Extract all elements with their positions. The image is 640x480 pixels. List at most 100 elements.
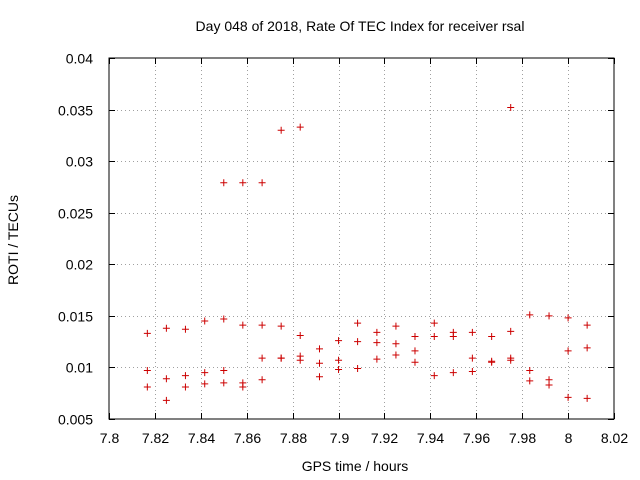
x-tick-label: 7.98 bbox=[509, 430, 536, 446]
x-tick-label: 7.88 bbox=[280, 430, 307, 446]
ticks bbox=[109, 58, 615, 420]
y-axis-label: ROTI / TECUs bbox=[5, 195, 21, 285]
x-tick-label: 7.9 bbox=[330, 430, 350, 446]
data-point bbox=[449, 332, 457, 340]
data-point bbox=[392, 340, 400, 348]
data-point bbox=[162, 396, 170, 404]
data-point bbox=[373, 355, 381, 363]
data-point bbox=[526, 311, 534, 319]
data-point bbox=[430, 319, 438, 327]
x-tick-label: 8.02 bbox=[601, 430, 628, 446]
x-tick-label: 7.84 bbox=[188, 430, 215, 446]
data-point bbox=[258, 179, 266, 187]
data-point bbox=[430, 332, 438, 340]
data-point bbox=[335, 337, 343, 345]
data-point bbox=[296, 331, 304, 339]
data-point bbox=[315, 373, 323, 381]
data-point bbox=[526, 377, 534, 385]
data-point bbox=[468, 368, 476, 376]
data-point bbox=[468, 328, 476, 336]
x-tick-label: 7.8 bbox=[100, 430, 120, 446]
data-point bbox=[277, 126, 285, 134]
data-point bbox=[507, 356, 515, 364]
y-tick-label: 0.02 bbox=[66, 257, 93, 273]
data-point bbox=[143, 367, 151, 375]
data-point bbox=[488, 332, 496, 340]
data-point bbox=[239, 179, 247, 187]
plot-frame bbox=[108, 57, 615, 420]
data-point bbox=[277, 354, 285, 362]
data-point bbox=[430, 372, 438, 380]
x-tick-label: 7.94 bbox=[417, 430, 444, 446]
data-points bbox=[143, 104, 591, 404]
y-tick-label: 0.025 bbox=[58, 206, 93, 222]
data-point bbox=[143, 329, 151, 337]
y-tick-label: 0.015 bbox=[58, 309, 93, 325]
x-tick-label: 7.82 bbox=[142, 430, 169, 446]
data-point bbox=[143, 383, 151, 391]
data-point bbox=[411, 332, 419, 340]
data-point bbox=[392, 351, 400, 359]
data-point bbox=[220, 179, 228, 187]
data-point bbox=[162, 324, 170, 332]
y-tick-label: 0.005 bbox=[58, 412, 93, 428]
data-point bbox=[583, 394, 591, 402]
data-point bbox=[220, 379, 228, 387]
data-point bbox=[564, 314, 572, 322]
y-tick-label: 0.01 bbox=[66, 360, 93, 376]
data-point bbox=[488, 358, 496, 366]
data-point bbox=[411, 358, 419, 366]
y-tick-label: 0.035 bbox=[58, 103, 93, 119]
data-point bbox=[449, 369, 457, 377]
data-point bbox=[277, 322, 285, 330]
data-point bbox=[507, 104, 515, 112]
data-point bbox=[564, 347, 572, 355]
data-point bbox=[220, 315, 228, 323]
data-point bbox=[201, 380, 209, 388]
x-axis-label: GPS time / hours bbox=[302, 458, 409, 474]
data-point bbox=[545, 381, 553, 389]
data-point bbox=[468, 354, 476, 362]
x-tick-label: 8 bbox=[565, 430, 573, 446]
data-point bbox=[583, 321, 591, 329]
x-tick-label: 7.86 bbox=[234, 430, 261, 446]
data-point bbox=[181, 372, 189, 380]
data-point bbox=[239, 321, 247, 329]
data-point bbox=[220, 367, 228, 375]
data-point bbox=[296, 123, 304, 131]
data-point bbox=[354, 338, 362, 346]
data-point bbox=[526, 367, 534, 375]
data-point bbox=[411, 347, 419, 355]
data-point bbox=[315, 359, 323, 367]
y-tick-labels: 0.005 0.01 0.015 0.02 0.025 0.03 0.035 0.04 bbox=[58, 51, 93, 428]
data-point bbox=[373, 339, 381, 347]
chart-title: Day 048 of 2018, Rate Of TEC Index for r… bbox=[196, 18, 525, 34]
data-point bbox=[335, 365, 343, 373]
grid bbox=[109, 58, 614, 419]
data-point bbox=[373, 328, 381, 336]
y-tick-label: 0.04 bbox=[66, 51, 93, 67]
y-tick-label: 0.03 bbox=[66, 154, 93, 170]
data-point bbox=[201, 369, 209, 377]
data-point bbox=[162, 375, 170, 383]
data-point bbox=[392, 322, 400, 330]
data-point bbox=[258, 354, 266, 362]
data-point bbox=[296, 356, 304, 364]
data-point bbox=[315, 345, 323, 353]
data-point bbox=[545, 312, 553, 320]
data-point bbox=[258, 376, 266, 384]
x-tick-label: 7.92 bbox=[371, 430, 398, 446]
data-point bbox=[258, 321, 266, 329]
data-point bbox=[354, 364, 362, 372]
data-point bbox=[181, 325, 189, 333]
data-point bbox=[564, 393, 572, 401]
x-tick-labels: 7.8 7.82 7.84 7.86 7.88 7.9 7.92 7.94 7.96 7.98 8 8… bbox=[100, 430, 629, 446]
data-point bbox=[507, 327, 515, 335]
data-point bbox=[583, 344, 591, 352]
data-point bbox=[181, 383, 189, 391]
data-point bbox=[354, 319, 362, 327]
data-point bbox=[335, 356, 343, 364]
data-point bbox=[201, 317, 209, 325]
x-tick-label: 7.96 bbox=[463, 430, 490, 446]
